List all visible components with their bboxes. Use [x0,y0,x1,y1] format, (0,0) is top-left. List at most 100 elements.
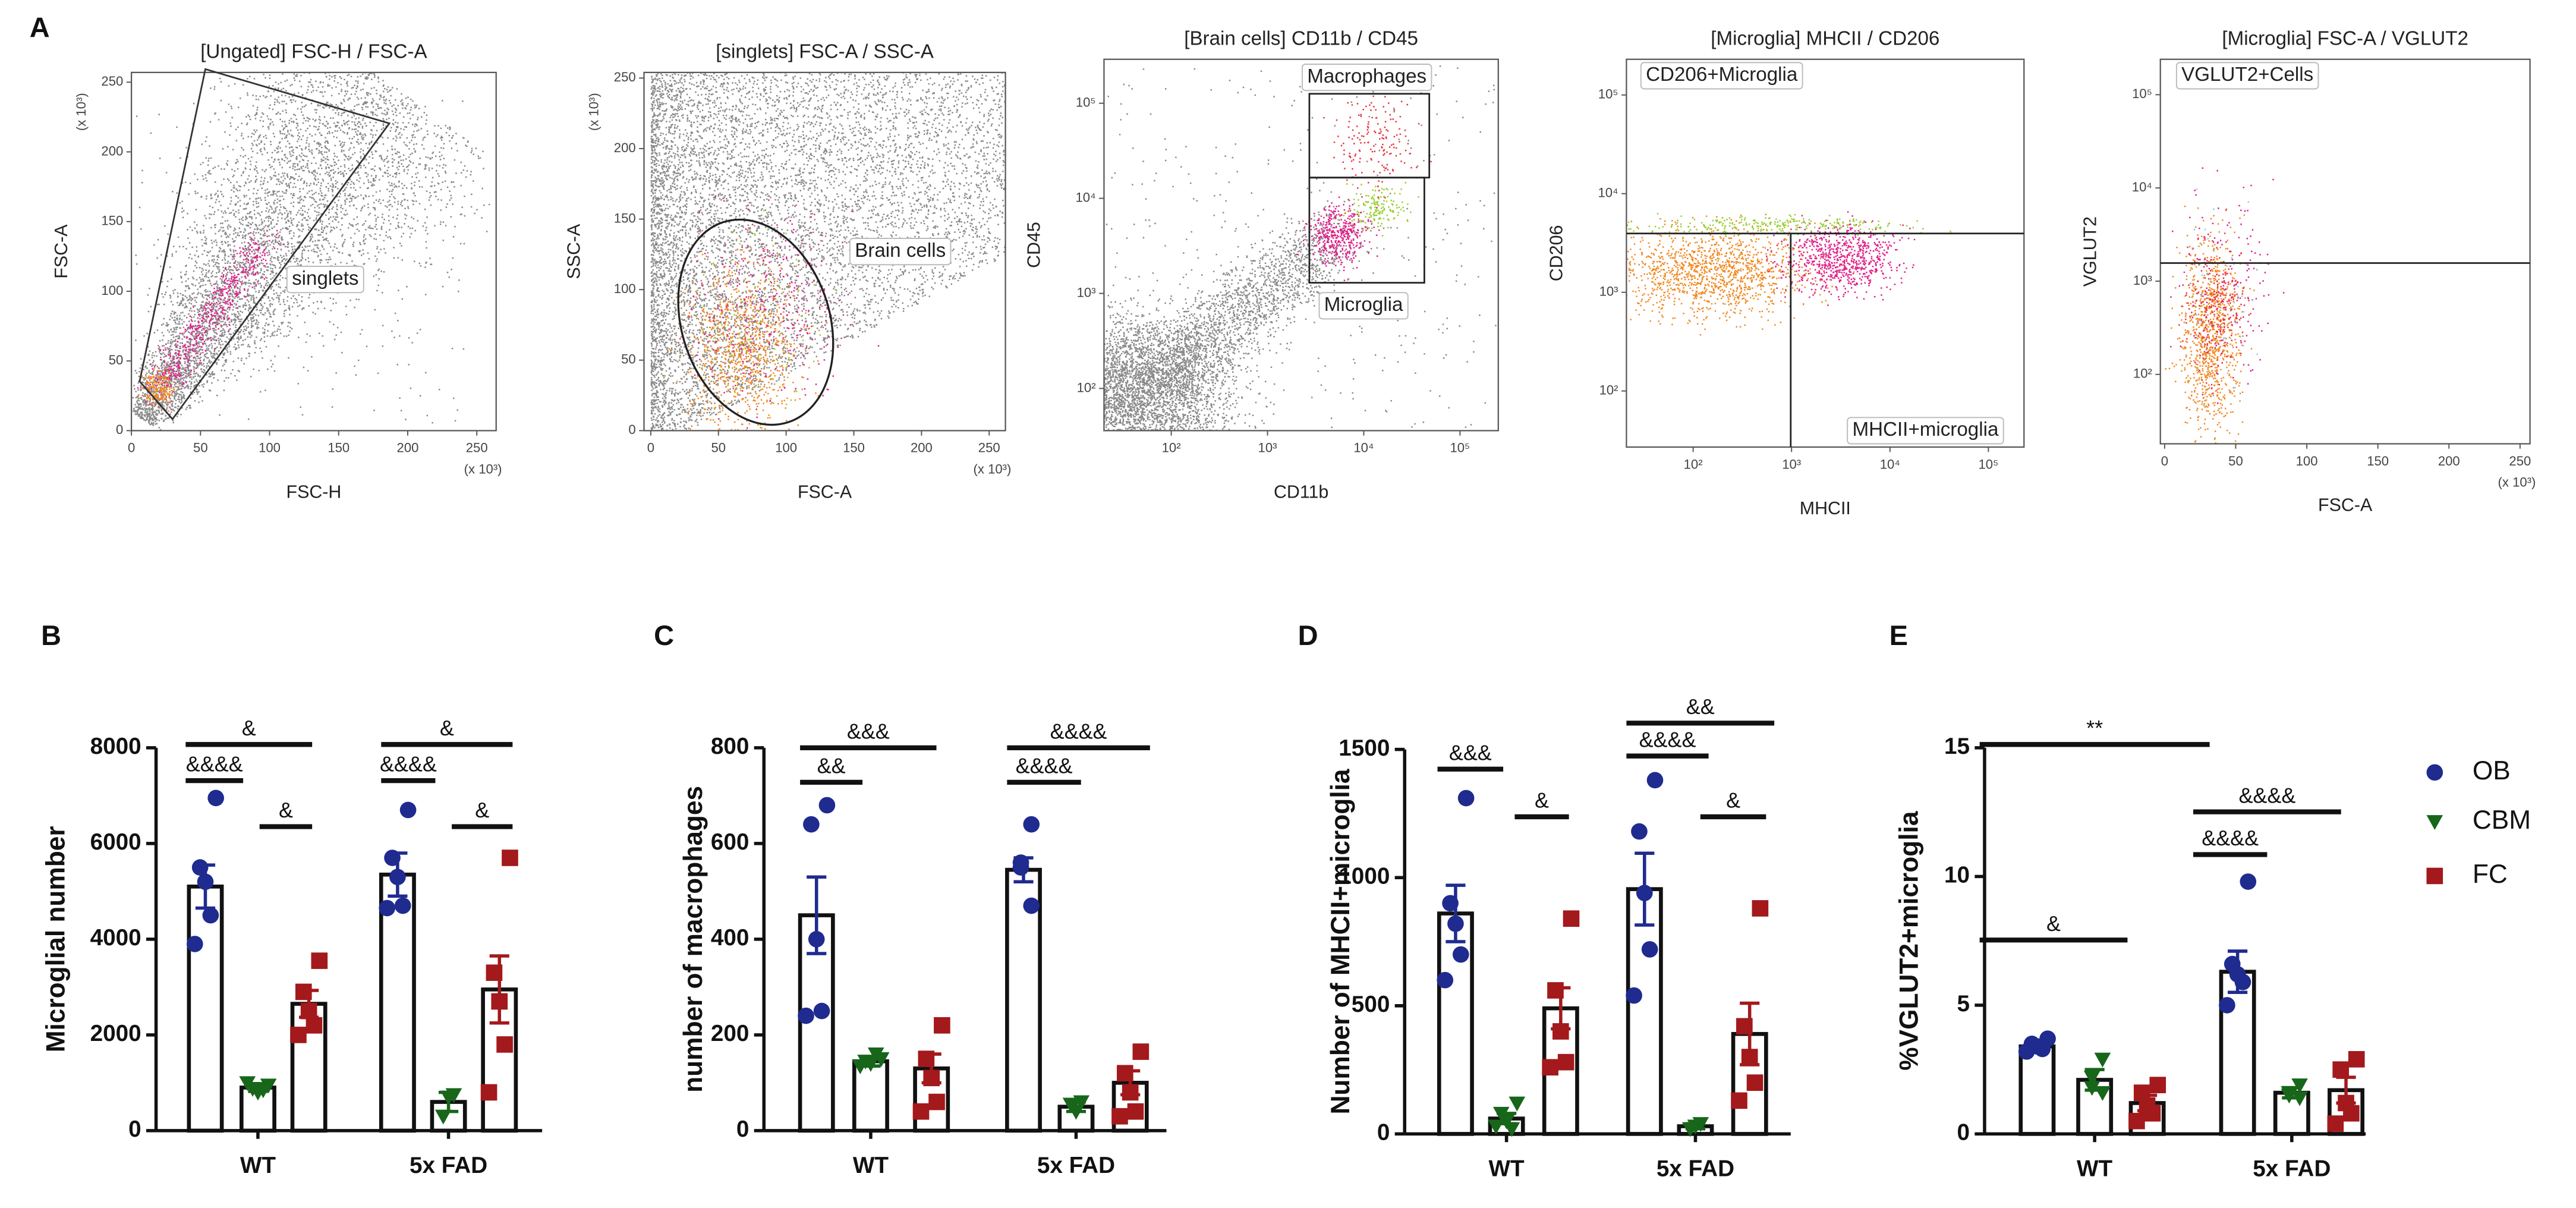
y-tick-label: 0 [736,1116,750,1142]
x-tick-label: WT [1489,1156,1525,1181]
data-point [1116,1065,1133,1082]
event-plot [2165,167,2285,444]
x-tick-label: 0 [647,441,654,455]
data-point [191,859,209,876]
data-point [923,1069,940,1087]
data-point [928,1093,945,1111]
data-point [808,931,825,948]
y-tick-label: 10³ [2133,273,2152,288]
gate-label: singlets [292,268,358,290]
event-cloud [1626,213,1855,336]
data-point [399,801,417,819]
error-bar [1446,883,1466,943]
y-tick-label: 50 [621,352,636,367]
event-plot [131,72,490,431]
y-tick-label: 5 [1957,991,1970,1017]
gate-label: VGLUT2+Cells [2181,64,2313,86]
plot-frame [643,71,1006,432]
event-cloud [2170,232,2253,386]
y-tick-label: 150 [101,213,123,228]
event-cloud [668,228,820,431]
y-axis-label: number of macrophages [679,786,708,1093]
y-tick-label: 4000 [90,925,141,951]
y-tick-label: 150 [614,210,636,225]
data-point [1646,772,1664,789]
data-point [480,1084,497,1101]
y-tick-label: 200 [101,143,123,158]
data-point [311,952,328,969]
event-cloud [1104,187,1378,416]
x-unit: (x 10³) [974,462,1012,477]
x-axis-label: FSC-A [798,482,852,502]
gate-label: CD206+Microglia [1646,64,1798,86]
data-point [1023,816,1040,833]
y-tick-label: 600 [711,829,750,855]
gate-label: Brain cells [855,240,946,262]
x-tick-label: WT [853,1153,889,1178]
x-tick-label: WT [240,1153,276,1178]
data-point [1488,1119,1504,1135]
y-tick-label: 0 [628,422,635,437]
data-point [434,1109,452,1125]
y-axis-label: FSC-A [51,224,71,279]
data-point [1752,900,1769,917]
event-cloud [1626,213,1952,236]
data-point [2291,1078,2308,1093]
data-point [1563,910,1580,927]
y-tick-label: 15 [1944,734,1970,759]
x-tick-label: 200 [2438,454,2460,468]
data-point [2327,1115,2344,1132]
y-tick-label: 10² [1599,383,1618,398]
x-tick-label: 150 [843,441,865,455]
data-point [1452,946,1469,963]
event-cloud [679,196,880,429]
plot-frame [1103,58,1499,432]
data-point [1503,1122,1520,1137]
data-point [440,1090,457,1106]
data-point [1631,823,1648,840]
x-tick-label: 10⁴ [1880,457,1900,471]
data-point [1012,859,1029,876]
panel-letter: B [41,619,61,651]
event-cloud [650,72,1006,431]
significance-label: &&&& [1016,754,1073,778]
data-point [496,1036,513,1053]
bar [1626,887,1663,1136]
x-tick-label: 100 [2296,454,2318,468]
event-cloud [1106,65,1497,431]
y-unit: (x 10³) [74,93,89,131]
legend-label: CBM [2473,806,2531,835]
data-point [1641,941,1658,958]
data-point [1636,885,1653,901]
gate-label-box [2175,62,2319,90]
data-point [813,1002,830,1020]
y-tick-label: 200 [711,1021,750,1046]
x-tick-label: 200 [397,441,419,455]
data-point [502,850,518,866]
data-point [2083,1071,2101,1086]
significance-label: && [817,754,846,778]
gate-label: Microglia [1324,294,1403,316]
y-tick-label: 6000 [90,829,141,855]
legend-label: OB [2473,756,2511,785]
data-point [389,869,406,886]
flow-title: [Microglia] MHCII / CD206 [1711,27,1939,49]
data-point [803,816,820,833]
data-point [1498,1114,1515,1130]
data-point [1746,1074,1763,1091]
data-point [1111,1108,1128,1125]
data-point [1626,987,1642,1004]
y-axis-label: Microglial number [41,826,70,1052]
data-point [918,1050,935,1067]
data-point [934,1017,950,1034]
bar [852,1059,889,1133]
gate-label-box [1301,64,1432,92]
event-cloud [137,229,285,410]
data-point [2426,815,2443,831]
event-plot [650,72,1006,431]
y-tick-label: 0 [1957,1120,1970,1146]
gate-label-box [286,266,364,294]
data-point [2348,1051,2365,1068]
data-point [2094,1052,2111,1068]
